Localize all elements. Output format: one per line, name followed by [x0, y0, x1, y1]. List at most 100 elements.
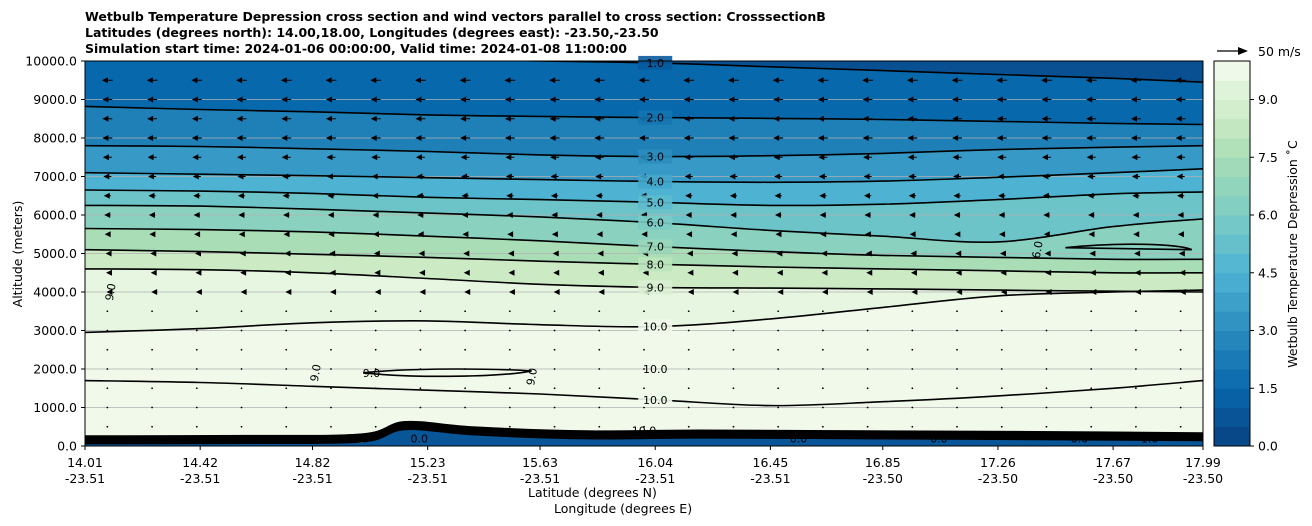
- colorbar-segment-6: [1214, 311, 1250, 331]
- wind-vector: [996, 115, 1007, 122]
- colorbar-label: Wetbulb Temperature Depression ˚C: [1285, 140, 1300, 368]
- wind-vector: [1130, 77, 1142, 84]
- contour-label-6: 7.0: [646, 241, 664, 254]
- colorbar-segment-15: [1214, 138, 1250, 158]
- wind-vector-dot: [821, 368, 824, 370]
- wind-vector: [237, 173, 246, 180]
- wind-vector: [330, 310, 332, 313]
- wind-vector: [285, 368, 288, 370]
- wind-vector: [549, 115, 560, 122]
- wind-vector-head: [862, 115, 869, 122]
- wind-vector: [1179, 425, 1182, 428]
- colorbar-segment-19: [1214, 61, 1250, 81]
- wind-vector: [1000, 425, 1003, 428]
- wind-vector-head: [325, 77, 332, 84]
- wind-vector-dot: [777, 406, 780, 409]
- wind-vector-head: [1042, 192, 1049, 199]
- wind-vector-head: [239, 250, 246, 257]
- wind-vector-head: [953, 212, 960, 218]
- wind-vector-dot: [777, 368, 780, 370]
- wind-vector-head: [1086, 154, 1093, 161]
- wind-vector: [1175, 115, 1186, 122]
- wind-vector-dot: [195, 387, 198, 390]
- wind-vector: [507, 231, 514, 238]
- colorbar-segment-11: [1214, 215, 1250, 235]
- wind-vector-head: [505, 154, 512, 161]
- wind-vector: [327, 192, 335, 199]
- wind-vector-dot: [330, 368, 332, 370]
- wind-vector-head: [1175, 115, 1182, 122]
- colorbar-segment-8: [1214, 272, 1250, 293]
- wind-vector-head: [329, 269, 336, 276]
- contour-label-extra-2: 9.0: [363, 367, 381, 380]
- wind-vector-head: [103, 173, 110, 180]
- wind-vector: [106, 329, 109, 332]
- wind-vector-dot: [1179, 348, 1182, 351]
- wind-vector: [818, 154, 828, 161]
- wind-vector: [106, 368, 109, 370]
- wind-vector: [195, 269, 202, 276]
- wind-vector: [996, 135, 1007, 141]
- chart-title-line-1: Wetbulb Temperature Depression cross sec…: [85, 9, 826, 24]
- colorbar: 0.0 1.5 3.0 4.5 6.0 7.5 9.0 Wetbulb Temperature…: [1213, 60, 1300, 454]
- wind-vector: [866, 387, 869, 390]
- wind-vector-head: [1176, 154, 1183, 161]
- wind-vector: [821, 250, 828, 257]
- wind-vector-dot: [240, 329, 243, 332]
- wind-vector: [147, 96, 158, 103]
- wind-vector: [1179, 406, 1182, 409]
- wind-vector-head: [1043, 212, 1050, 218]
- wind-vector: [280, 77, 292, 84]
- wind-vector: [821, 348, 824, 351]
- wind-vector: [150, 269, 157, 276]
- wind-vector: [459, 77, 471, 84]
- wind-vector-head: [1045, 289, 1052, 295]
- wind-vector-head: [1175, 96, 1182, 103]
- wind-vector: [687, 406, 690, 409]
- wind-vector: [1179, 348, 1182, 351]
- wind-vector: [463, 250, 470, 257]
- contour-loop-9: [363, 368, 532, 378]
- wind-vector: [415, 115, 426, 122]
- wind-vector-head: [862, 135, 869, 141]
- wind-vector-head: [508, 269, 515, 276]
- wind-vector-head: [866, 289, 873, 295]
- wind-vector: [282, 173, 291, 180]
- wind-vector-head: [102, 154, 109, 161]
- wind-vector-head: [818, 173, 825, 180]
- wind-vector-head: [906, 77, 913, 84]
- wind-vector: [996, 96, 1007, 103]
- wind-vector-head: [1000, 269, 1007, 276]
- wind-vector-head: [638, 77, 645, 84]
- colorbar-tick-label-0: 0.0: [1258, 439, 1278, 454]
- wind-vector: [911, 368, 914, 370]
- contour-label-8: 9.0: [646, 281, 664, 294]
- wind-vector: [1045, 425, 1048, 428]
- wind-vector: [639, 96, 649, 103]
- wind-vector: [1041, 77, 1052, 84]
- wind-vector: [550, 192, 559, 199]
- wind-vector-dot: [195, 329, 198, 332]
- wind-vector-head: [1041, 77, 1048, 84]
- wind-vector-head: [821, 289, 828, 295]
- wind-vector: [106, 387, 109, 390]
- wind-vector-dot: [956, 425, 958, 428]
- wind-vector: [106, 348, 109, 351]
- wind-vector-dot: [1090, 368, 1093, 370]
- y-tick-label-1: 1000.0: [33, 400, 77, 415]
- wind-vector-dot: [687, 310, 690, 313]
- wind-vector-head: [195, 250, 201, 257]
- wind-vector: [955, 269, 962, 276]
- wind-vector: [418, 250, 425, 257]
- wind-vector-head: [908, 173, 915, 180]
- wind-vector: [151, 289, 158, 295]
- wind-vector-dot: [687, 329, 690, 332]
- wind-vector: [598, 289, 605, 295]
- wind-vector-dot: [419, 425, 422, 428]
- y-tick-label-6: 6000.0: [33, 208, 77, 223]
- wind-vector: [102, 135, 113, 141]
- wind-vector-head: [866, 269, 873, 276]
- wind-vector: [1086, 135, 1097, 141]
- wind-vector: [907, 115, 918, 122]
- x-tick-label-lat-9: 17.67: [1095, 455, 1131, 470]
